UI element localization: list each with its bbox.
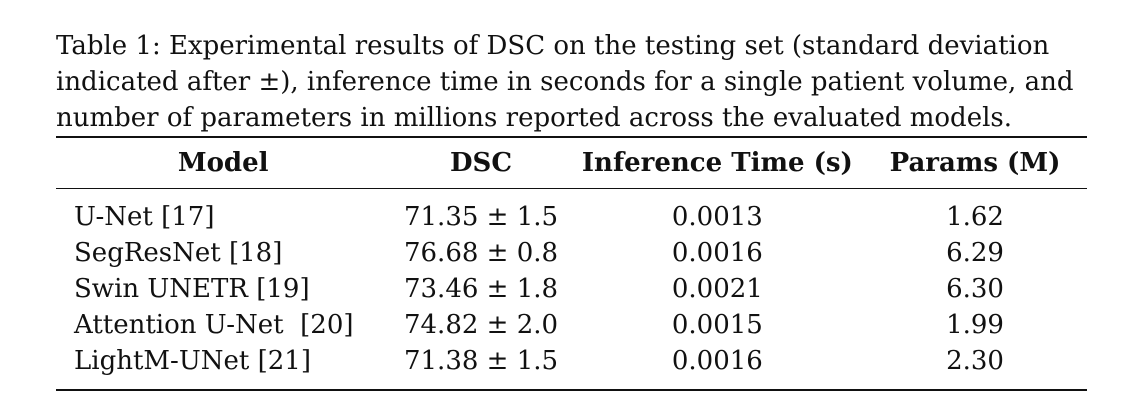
cell-params: 6.29: [946, 238, 1004, 268]
header-dsc: DSC: [450, 148, 513, 178]
results-table: Model DSC Inference Time (s) Params (M) …: [56, 136, 1087, 391]
cell-model: Swin UNETR [19]: [74, 274, 310, 304]
cell-model: SegResNet [18]: [74, 238, 283, 268]
table-row: SegResNet [18] 76.68 ± 0.8 0.0016 6.29: [56, 235, 1087, 271]
cell-dsc: 73.46 ± 1.8: [403, 274, 559, 304]
cell-model: LightM-UNet [21]: [56, 343, 391, 391]
caption-line: Table 1: Experimental results of DSC on …: [56, 31, 1050, 61]
cell-inference-time: 0.0016: [671, 238, 763, 268]
table-row: Swin UNETR [19] 73.46 ± 1.8 0.0021 6.30: [56, 271, 1087, 307]
header-inference-time: Inference Time (s): [581, 148, 853, 178]
caption-line: indicated after ±), inference time in se…: [56, 67, 1074, 97]
cell-inference-time: 0.0021: [671, 274, 763, 304]
table-caption: Table 1: Experimental results of DSC on …: [56, 28, 1087, 136]
cell-dsc: 71.35 ± 1.5: [403, 202, 559, 232]
table-row: U-Net [17] 71.35 ± 1.5 0.0013 1.62: [56, 189, 1087, 236]
cell-inference-time: 0.0016: [571, 343, 864, 391]
cell-dsc: 76.68 ± 0.8: [403, 238, 559, 268]
cell-model: Attention U-Net [20]: [74, 310, 354, 340]
caption-line: number of parameters in millions reporte…: [56, 103, 1013, 133]
cell-params: 1.99: [946, 310, 1004, 340]
header-model: Model: [177, 148, 269, 178]
header-params: Params (M): [889, 148, 1061, 178]
table-row: Attention U-Net [20] 74.82 ± 2.0 0.0015 …: [56, 307, 1087, 343]
cell-dsc: 71.38 ± 1.5: [390, 343, 572, 391]
cell-params: 2.30: [863, 343, 1087, 391]
cell-model: U-Net [17]: [74, 202, 215, 232]
cell-inference-time: 0.0015: [671, 310, 763, 340]
cell-params: 6.30: [946, 274, 1004, 304]
table-row: LightM-UNet [21] 71.38 ± 1.5 0.0016 2.30: [56, 343, 1087, 391]
cell-dsc: 74.82 ± 2.0: [403, 310, 559, 340]
table-header-row: Model DSC Inference Time (s) Params (M): [56, 137, 1087, 189]
cell-inference-time: 0.0013: [671, 202, 763, 232]
cell-params: 1.62: [946, 202, 1004, 232]
